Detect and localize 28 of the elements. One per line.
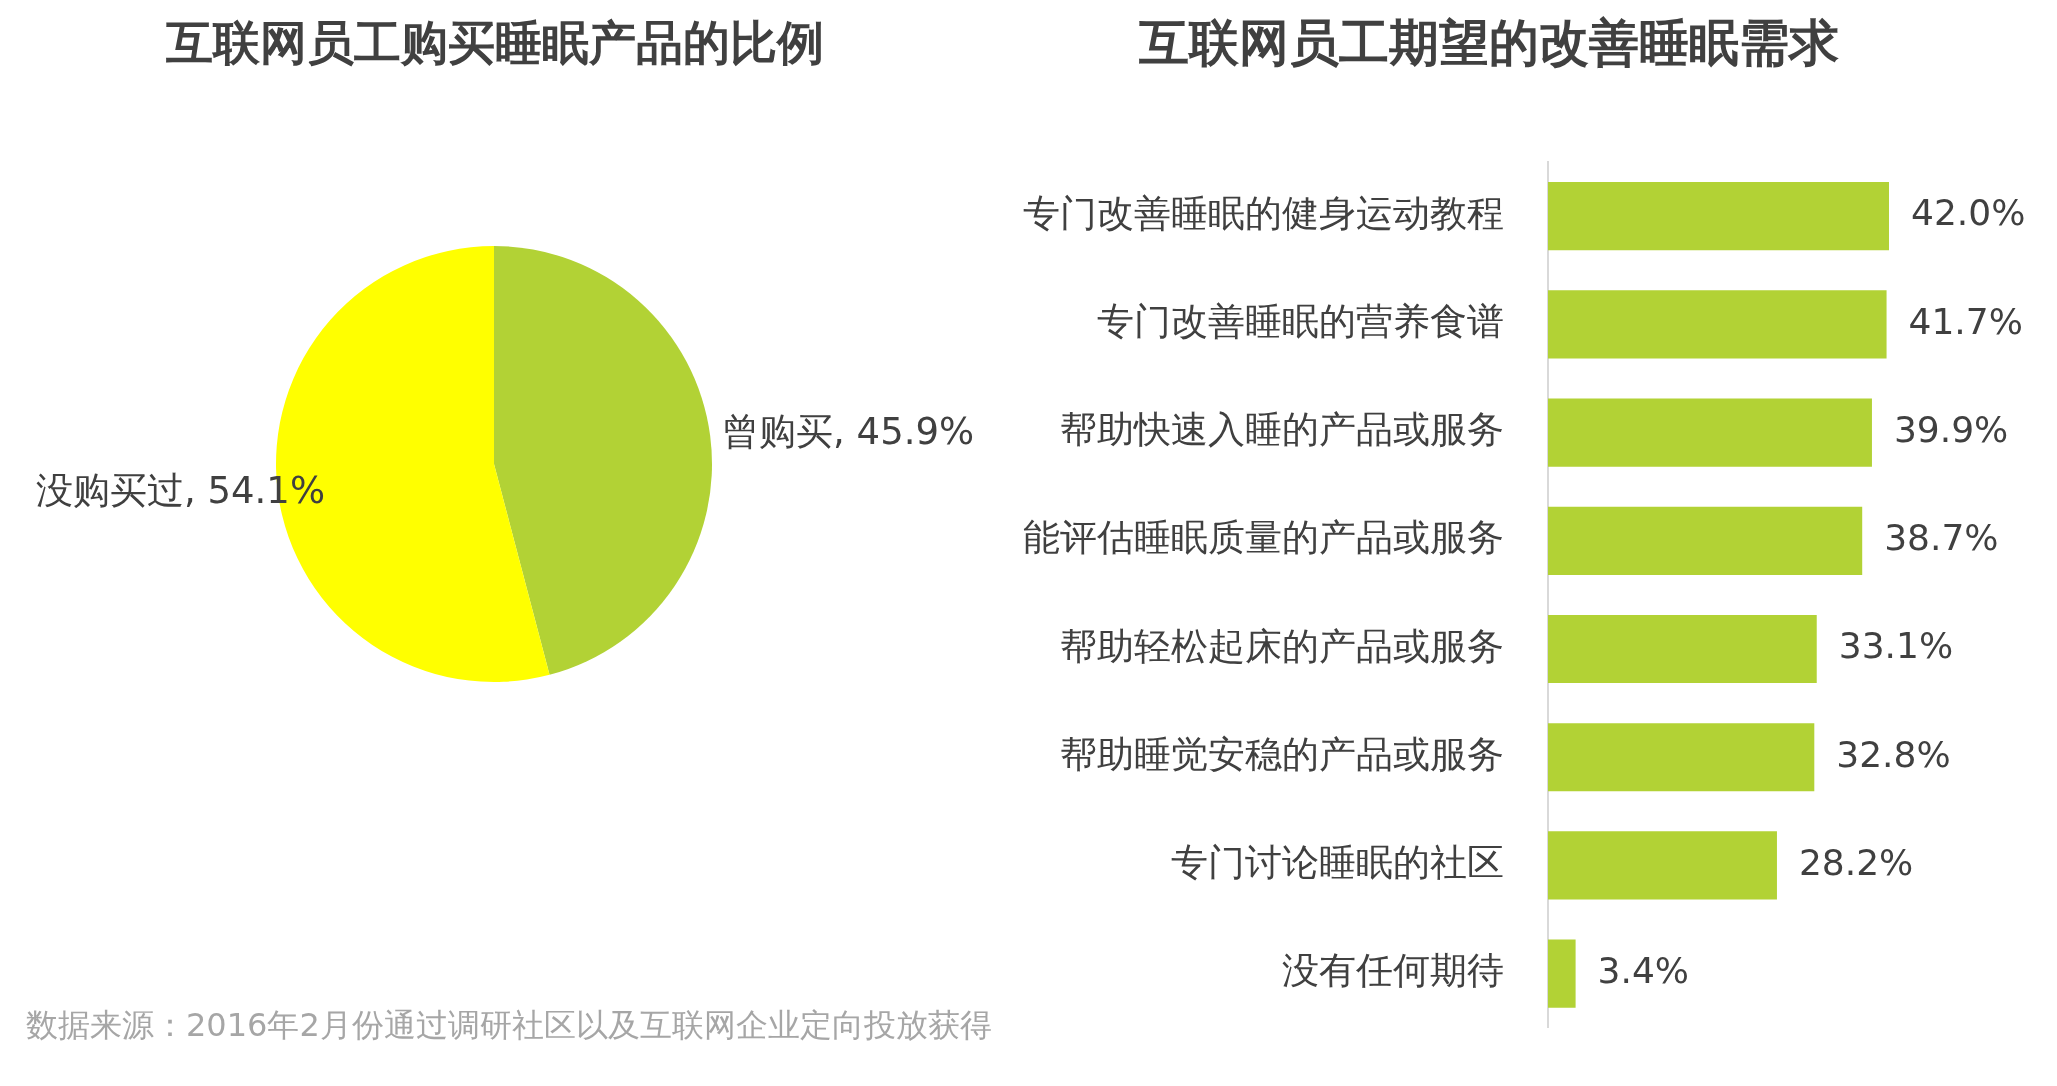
y-tick-label: 能评估睡眠质量的产品或服务	[1023, 516, 1504, 560]
y-tick-label: 帮助睡觉安稳的产品或服务	[1060, 732, 1504, 776]
bar	[1548, 290, 1887, 359]
bar	[1548, 614, 1817, 684]
data-label: 3.4%	[1597, 950, 1690, 992]
bar	[1548, 182, 1889, 251]
data-label: 39.9%	[1893, 408, 2009, 450]
y-tick-label: 没有任何期待	[1282, 949, 1504, 993]
y-tick-label: 帮助快速入睡的产品或服务	[1060, 408, 1504, 452]
y-tick-label: 帮助轻松起床的产品或服务	[1060, 624, 1504, 668]
y-tick-label: 专门改善睡眠的营养食谱	[1097, 299, 1504, 343]
bar	[1548, 723, 1815, 792]
chart-title: 互联网员工购买睡眠产品的比例	[166, 14, 824, 72]
source-note: 数据来源：2016年2月份通过调研社区以及互联网企业定向投放获得	[26, 1006, 992, 1045]
bar	[1548, 506, 1863, 575]
y-tick-label: 专门讨论睡眠的社区	[1171, 841, 1504, 885]
data-label: 32.8%	[1836, 733, 1951, 775]
data-label: 41.7%	[1908, 300, 2023, 342]
bar	[1548, 398, 1872, 467]
bar	[1548, 939, 1576, 1008]
slice-label: 曾购买, 45.9%	[722, 410, 975, 454]
data-label: 42.0%	[1911, 192, 2026, 234]
data-label: 38.7%	[1884, 517, 1999, 559]
data-label: 33.1%	[1838, 625, 1954, 667]
y-tick-label: 专门改善睡眠的健身运动教程	[1023, 191, 1504, 235]
chart-title: 互联网员工期望的改善睡眠需求	[1139, 13, 1839, 73]
bar	[1548, 831, 1777, 900]
data-label: 28.2%	[1798, 841, 1914, 883]
